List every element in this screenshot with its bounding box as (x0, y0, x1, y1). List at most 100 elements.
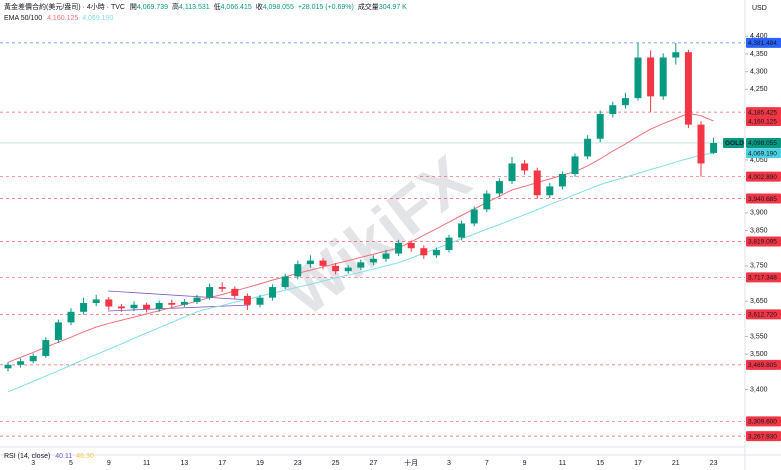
price-badge (746, 37, 781, 48)
indicator-name: EMA 50/100 (4, 15, 42, 22)
candle-body (243, 295, 251, 305)
candle-body (17, 361, 25, 365)
price-badge-label: 3,940.685 (748, 196, 777, 203)
plot (4, 42, 718, 393)
symbol-tag (723, 137, 744, 148)
candle-body (294, 264, 302, 277)
price-badge-label: 3,612.720 (748, 312, 777, 319)
candle-body (495, 181, 503, 194)
candle-body (659, 57, 667, 97)
x-tick-label: 23 (710, 460, 718, 467)
candle-body (256, 297, 264, 305)
change: +28.015 (+0.69%) (298, 4, 354, 11)
y-tick-label: 3,400 (750, 386, 768, 393)
price-badge (746, 431, 781, 442)
y-tick-label: 4,350 (750, 51, 768, 58)
candle-body (269, 287, 277, 298)
candle-body (697, 124, 705, 164)
y-tick-label: 3,550 (750, 333, 768, 340)
candle-body (647, 57, 655, 97)
candle-body (143, 304, 151, 309)
price-badge-label: 4,185.425 (748, 109, 777, 116)
x-tick-label: 17 (634, 460, 642, 467)
candle-body (80, 302, 88, 312)
candle-body (180, 301, 188, 305)
price-badge (746, 116, 781, 127)
candle-body (420, 248, 428, 256)
price-badge (746, 309, 781, 320)
volume: 304.97 K (379, 4, 407, 11)
candle-body (382, 253, 390, 259)
x-tick-label: 25 (332, 460, 340, 467)
candle-body (508, 163, 516, 182)
header-line: 黃金差價合約(美元/盎司) · 4小時 · TVC 開4,069.739 高4,… (4, 2, 407, 11)
y-tick-label: 3,500 (750, 351, 768, 358)
x-tick-label: 21 (672, 460, 680, 467)
price-badge-label: 3,469.805 (748, 362, 777, 369)
candle-body (130, 304, 138, 309)
ohlc-value: 4,066.415 (221, 4, 252, 11)
price-badge-label: 3,309.600 (748, 419, 777, 426)
candle-body (357, 262, 365, 268)
candle-body (92, 299, 100, 303)
y-tick-label: 3,850 (750, 227, 768, 234)
candle-body (407, 242, 415, 249)
x-tick-label: 11 (143, 460, 150, 467)
candle-body (332, 265, 340, 272)
candle-body (546, 186, 554, 196)
y-tick-label: 4,250 (750, 86, 768, 93)
candle-body (29, 355, 37, 362)
candle-body (609, 105, 617, 115)
candle-body (521, 163, 529, 171)
candle-body (306, 260, 314, 265)
x-tick-label: 十月 (404, 458, 418, 467)
price-badge (746, 193, 781, 204)
levels (0, 42, 745, 437)
indicator-value: 4,069.190 (82, 15, 113, 22)
x-tick-label: 3 (447, 460, 451, 467)
ohlc-label: 低 (214, 2, 221, 11)
y-tick-label: 3,900 (750, 210, 768, 217)
x-tick-label: 13 (181, 460, 189, 467)
candle-body (445, 237, 453, 250)
currency: USD (752, 5, 767, 12)
x-tick-label: 27 (370, 460, 378, 467)
price-badge-label: 4,069.190 (748, 150, 777, 157)
candle-body (395, 242, 403, 254)
symbol-title: 黃金差價合約(美元/盎司) · 4小時 · TVC (4, 2, 125, 11)
candle-body (621, 98, 629, 106)
candle-body (584, 138, 592, 157)
x-tick-label: 9 (523, 460, 527, 467)
x-tick-label: 7 (485, 460, 489, 467)
x-tick-label: 11 (559, 460, 566, 467)
price-badge (746, 272, 781, 283)
candle-body (470, 209, 478, 224)
candle-body (458, 223, 466, 238)
volume-label: 成交量 (358, 2, 379, 11)
candle-body (105, 299, 113, 307)
price-badge (746, 359, 781, 370)
trend-line (107, 290, 251, 301)
price-badge-label: 4,098.055 (748, 140, 777, 147)
ema-line (7, 152, 714, 393)
candle-body (218, 287, 226, 289)
candle-body (206, 287, 214, 298)
candle-body (117, 306, 125, 309)
candle-body (710, 142, 718, 153)
candle-body (168, 302, 176, 305)
candle-body (193, 297, 201, 302)
candle-body (344, 267, 352, 272)
ohlc-value: 4,113.531 (179, 4, 210, 11)
rsi-name: RSI (14, close) (4, 453, 50, 460)
x-tick-label: 23 (294, 460, 302, 467)
ohlc-label: 高 (172, 2, 179, 11)
candle-body (4, 364, 12, 369)
ohlc-value: 4,069.739 (137, 4, 168, 11)
y-tick-label: 4,050 (750, 157, 768, 164)
price-badge (746, 107, 781, 118)
candle-body (483, 193, 491, 210)
rsi-line: RSI (14, close) 40.11 46.30 (4, 453, 94, 460)
ohlc-label: 開 (130, 3, 137, 11)
x-tick-label: 9 (107, 460, 111, 467)
